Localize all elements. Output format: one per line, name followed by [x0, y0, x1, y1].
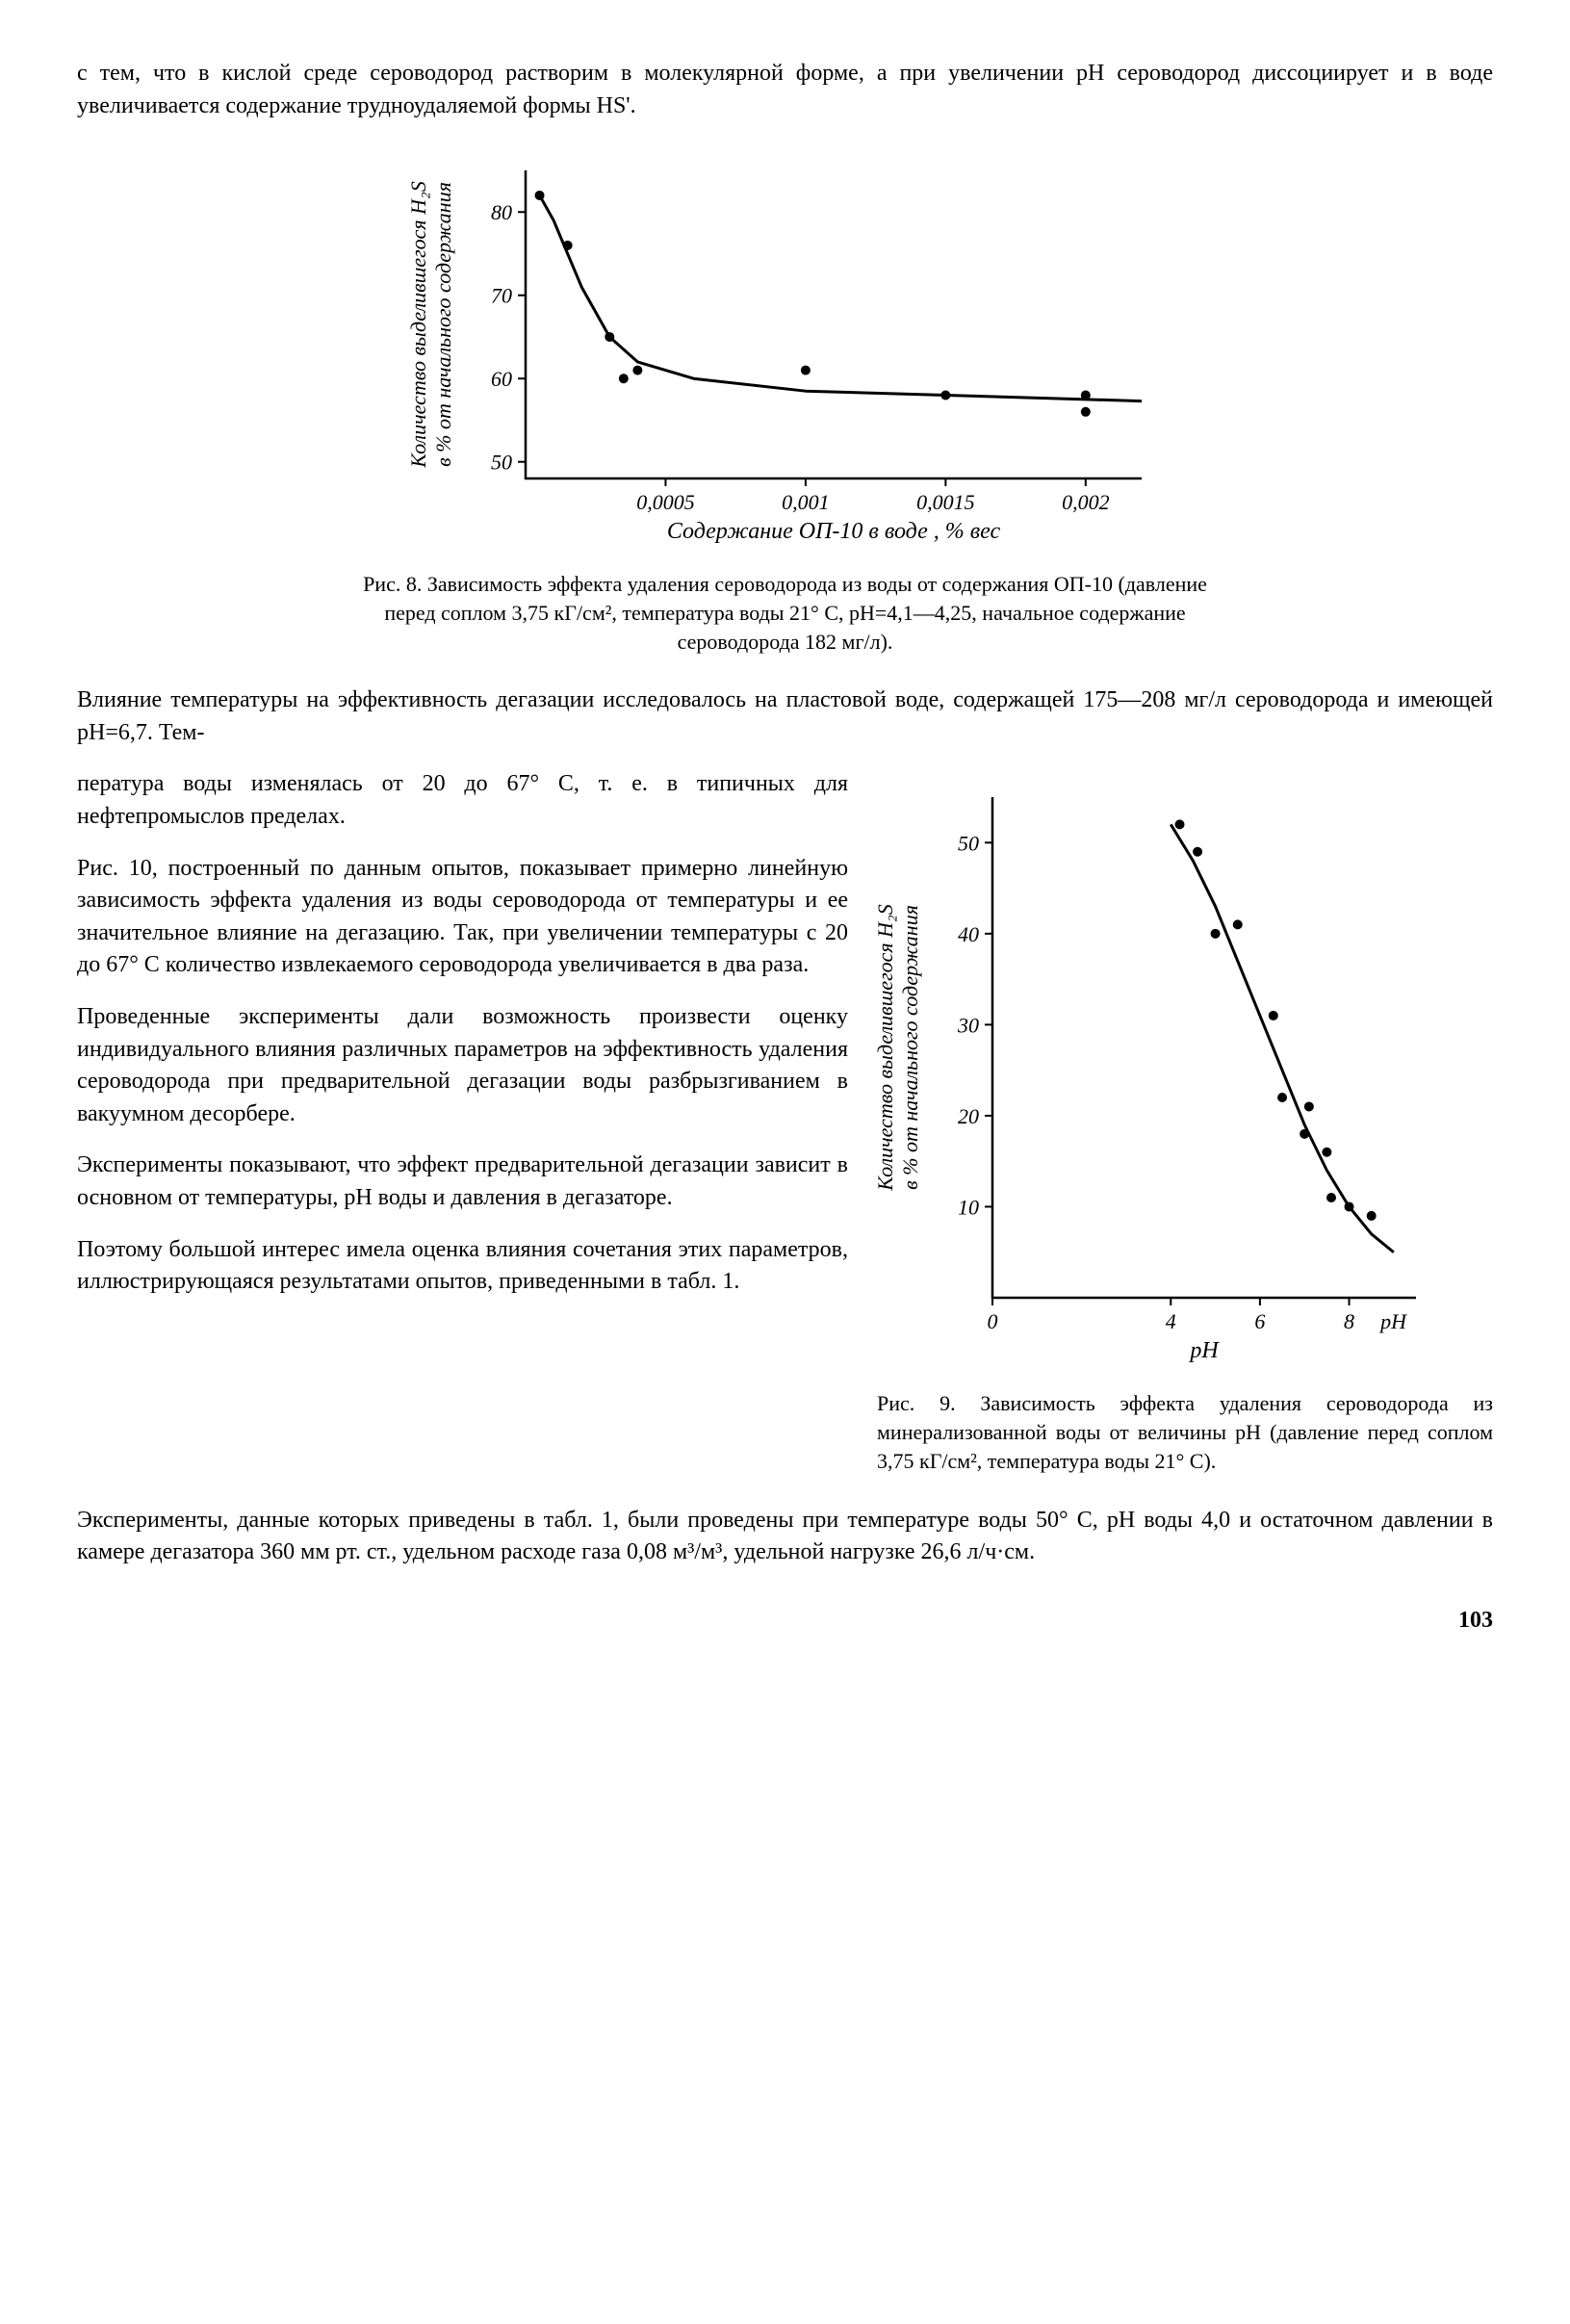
svg-text:pH: pH	[1188, 1338, 1220, 1363]
svg-text:pH: pH	[1378, 1309, 1407, 1333]
two-column-section: 10 20 30 40 50 0 4 6 8 pH pH Количество выделившего…	[77, 768, 1493, 1504]
svg-text:60: 60	[491, 367, 512, 391]
svg-text:Содержание ОП-10 в воде , % ве: Содержание ОП-10 в воде , % вес	[666, 519, 1000, 544]
svg-text:Количество выделившегося H₂Sв: Количество выделившегося H₂Sв % от начал…	[877, 905, 922, 1192]
mid-paragraph: Влияние температуры на эффективность дег…	[77, 684, 1493, 749]
svg-text:6: 6	[1254, 1309, 1265, 1333]
svg-text:50: 50	[958, 832, 979, 856]
svg-text:70: 70	[491, 284, 512, 308]
svg-text:8: 8	[1344, 1309, 1354, 1333]
svg-text:20: 20	[958, 1104, 979, 1128]
page-number: 103	[77, 1608, 1493, 1634]
svg-text:40: 40	[958, 922, 979, 946]
svg-text:0: 0	[988, 1309, 998, 1333]
svg-text:50: 50	[491, 451, 512, 475]
svg-text:0,0015: 0,0015	[916, 490, 975, 514]
svg-text:0,0005: 0,0005	[636, 490, 695, 514]
fig9-chart: 10 20 30 40 50 0 4 6 8 pH pH Количество выделившего…	[877, 778, 1435, 1375]
svg-text:10: 10	[958, 1196, 979, 1220]
svg-text:30: 30	[957, 1014, 979, 1038]
after-paragraph: Эксперименты, данные которых приведены в…	[77, 1505, 1493, 1569]
svg-text:80: 80	[491, 200, 512, 224]
svg-text:0,002: 0,002	[1062, 490, 1110, 514]
intro-paragraph: с тем, что в кислой среде сероводород ра…	[77, 58, 1493, 122]
fig9-block: 10 20 30 40 50 0 4 6 8 pH pH Количество выделившего…	[877, 778, 1493, 1504]
fig8-caption: Рис. 8. Зависимость эффекта удаления сер…	[352, 570, 1219, 656]
fig8-block: 50 60 70 80 0,0005 0,001 0,0015 0,002 Содержание…	[77, 151, 1493, 656]
svg-text:Количество выделившегося H₂Sв: Количество выделившегося H₂Sв % от начал…	[410, 181, 455, 468]
fig8-chart: 50 60 70 80 0,0005 0,001 0,0015 0,002 Содержание…	[410, 151, 1161, 555]
svg-text:4: 4	[1166, 1309, 1176, 1333]
svg-text:0,001: 0,001	[782, 490, 830, 514]
fig9-caption: Рис. 9. Зависимость эффекта удаления сер…	[877, 1389, 1493, 1475]
